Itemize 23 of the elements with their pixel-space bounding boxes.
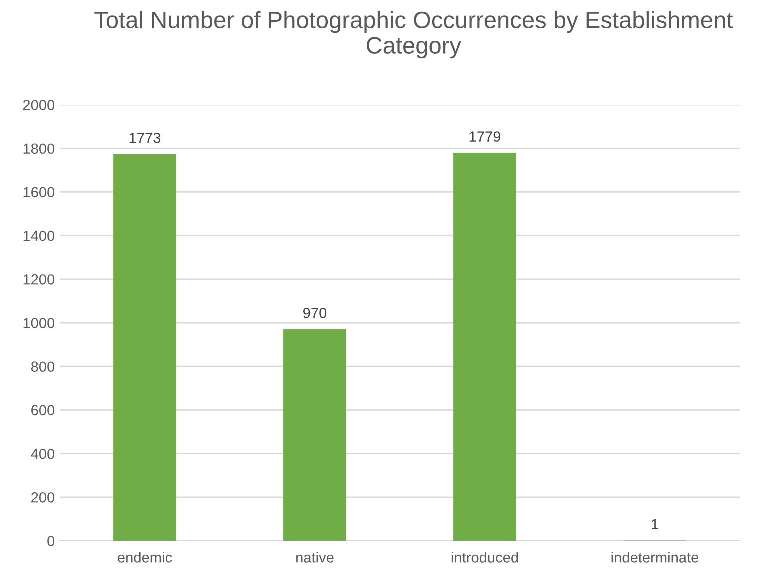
x-tick-label: indeterminate [612,552,699,563]
y-tick-label: 2000 [23,100,55,110]
data-label: 1779 [470,132,501,142]
x-tick-label: native [296,552,334,563]
y-tick-label: 1800 [24,144,55,154]
y-tick-label: 200 [32,492,55,503]
y-tick-label: 400 [31,448,55,460]
y-tick-label: 800 [31,362,55,372]
data-label: 1 [652,519,658,530]
y-tick-label: 1600 [24,187,55,198]
x-tick-label: introduced [452,552,518,563]
bar [284,330,346,541]
y-tick-label: 0 [48,536,55,546]
data-label: 970 [304,308,327,318]
data-label: 1773 [130,132,161,144]
chart-title: Total Number of Photographic Occurrences by Establishment Category [94,11,734,59]
y-tick-label: 1000 [24,318,55,328]
y-tick-label: 600 [32,405,55,416]
y-tick-label: 1400 [24,230,55,242]
bar [114,154,176,541]
x-tick-label: endemic [118,552,172,563]
y-tick-label: 1200 [24,274,55,285]
bar [454,153,516,541]
